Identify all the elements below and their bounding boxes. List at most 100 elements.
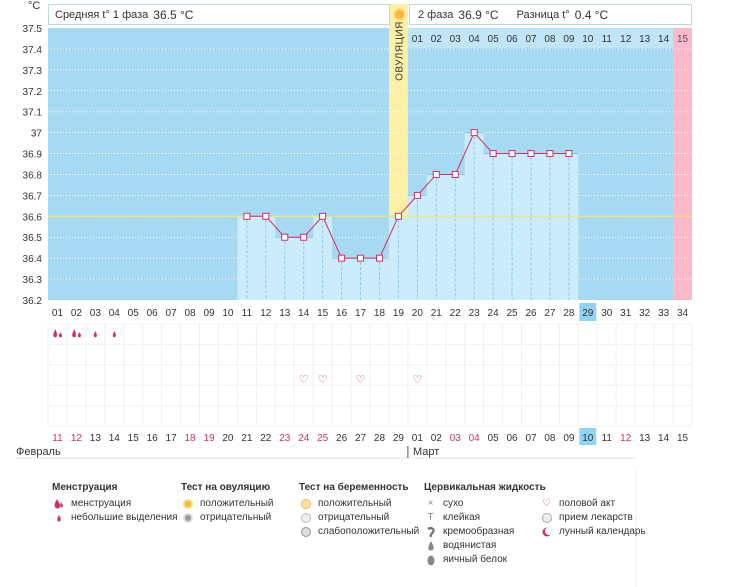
temperature-bar [426,174,446,300]
menstruation-large-icon [72,329,81,338]
calendar-date-label: 24 [298,433,310,444]
cycle-day-label: 15 [317,308,329,319]
legend-ovulation-test: Тест на овуляцию положительный отрицател… [181,482,274,524]
legend-menstruation: Менструация менструация небольшие выделе… [52,482,178,524]
cycle-day-label: 09 [203,308,215,319]
calendar-date-label: 08 [544,433,556,444]
cycle-day-label: 04 [109,308,121,319]
cycle-day-label: 20 [412,308,424,319]
calendar-date-label: 15 [677,433,689,444]
calendar-date-label: 22 [260,433,272,444]
y-tick-label: 36.4 [23,254,43,265]
heart-icon: ♡ [356,373,366,386]
phase2-day-strip [407,28,674,48]
calendar-date-label: 25 [317,433,329,444]
phase1-label: Средняя t° 1 фаза [55,8,149,21]
cycle-day-label: 23 [469,308,481,319]
y-tick-label: 36.7 [23,191,43,202]
phase2-day-label: 12 [620,34,632,45]
calendar-date-label: 18 [184,433,196,444]
pregnancy-test-weak-icon [299,526,312,538]
menstruation-small-icon [112,331,116,338]
phase2-day-label: 05 [488,34,500,45]
cycle-day-label: 21 [431,308,443,319]
calendar-date-label: 20 [222,433,234,444]
phase1-value: 36.5 °C [153,7,194,22]
calendar-date-label: 26 [336,433,348,444]
ovulation-test-negative-icon [181,512,194,524]
cycle-day-label: 07 [166,308,178,319]
menstruation-large-icon [53,329,62,338]
cycle-day-label: 22 [450,308,462,319]
menstruation-small-icon [93,331,97,338]
phase2-label: 2 фаза [418,8,454,21]
cycle-day-label: 28 [563,308,575,319]
calendar-date-label: 09 [563,433,575,444]
y-tick-label: 37.1 [23,108,43,119]
cycle-day-label: 06 [147,308,159,319]
heart-icon: ♡ [299,373,309,386]
heart-icon: ♡ [412,373,422,386]
temperature-point [357,254,365,262]
phase2-day-label: 10 [582,34,594,45]
cycle-day-label: 16 [336,308,348,319]
temperature-point [546,150,554,158]
temperature-bar [540,153,560,300]
calendar-date-label: 21 [241,433,253,444]
cervical-sticky-icon: T [427,512,434,523]
temperature-point [319,212,327,220]
calendar-date-label: 13 [90,433,102,444]
temperature-point [394,212,402,220]
cycle-day-label: 19 [393,308,405,319]
phase2-day-label: 11 [602,34,613,45]
y-tick-label: 36.2 [23,296,43,307]
temperature-bar [521,153,541,300]
cycle-day-label: 31 [620,308,632,319]
calendar-date-label: 19 [203,433,215,444]
temperature-point [527,150,535,158]
month-label-february: Февраль [16,446,61,458]
phase2-day-label: 08 [544,34,556,45]
cycle-day-label: 05 [128,308,140,319]
cycle-day-label: 27 [544,308,556,319]
phase2-value: 36.9 °C [458,7,499,22]
phase2-day-label: 03 [450,34,462,45]
calendar-date-label: 10 [582,433,594,444]
phase2-day-label: 13 [639,34,651,45]
cervical-dry-icon: × [427,498,434,509]
phase2-day-label: 04 [469,34,481,45]
phase2-day-label: 09 [563,34,575,45]
calendar-date-label: 03 [450,433,462,444]
cycle-day-label: 02 [71,308,83,319]
y-tick-label: 37.3 [23,66,43,77]
menstruation-small-icon [52,512,65,524]
phase2-day-label: 14 [658,34,670,45]
calendar-date-label: 17 [166,433,178,444]
cycle-day-label: 11 [242,308,253,319]
calendar-date-label: 12 [71,433,83,444]
calendar-date-label: 29 [393,433,405,444]
calendar-date-label: 16 [147,433,159,444]
cycle-day-label: 12 [260,308,272,319]
temperature-point [565,150,573,158]
medication-icon [540,512,553,524]
temperature-point [262,212,270,220]
y-tick-label: 36.5 [23,233,43,244]
calendar-date-label: 11 [602,433,613,444]
diff-label: Разница t° [516,8,570,21]
date-highlight [579,428,597,445]
phase2-day-label: 15 [677,34,689,45]
cycle-day-highlight [579,303,597,321]
y-tick-label: 37.2 [23,87,43,98]
calendar-date-label: 12 [620,433,632,444]
temperature-bar [483,153,503,300]
temperature-point [470,129,478,137]
phase1-average-box: Средняя t° 1 фаза 36.5 °C [48,4,390,25]
calendar-date-label: 27 [355,433,367,444]
y-tick-label: 36.8 [23,170,43,181]
y-tick-label: 36.9 [23,150,43,161]
ovulation-sun-icon [390,4,409,25]
cycle-day-label: 08 [184,308,196,319]
